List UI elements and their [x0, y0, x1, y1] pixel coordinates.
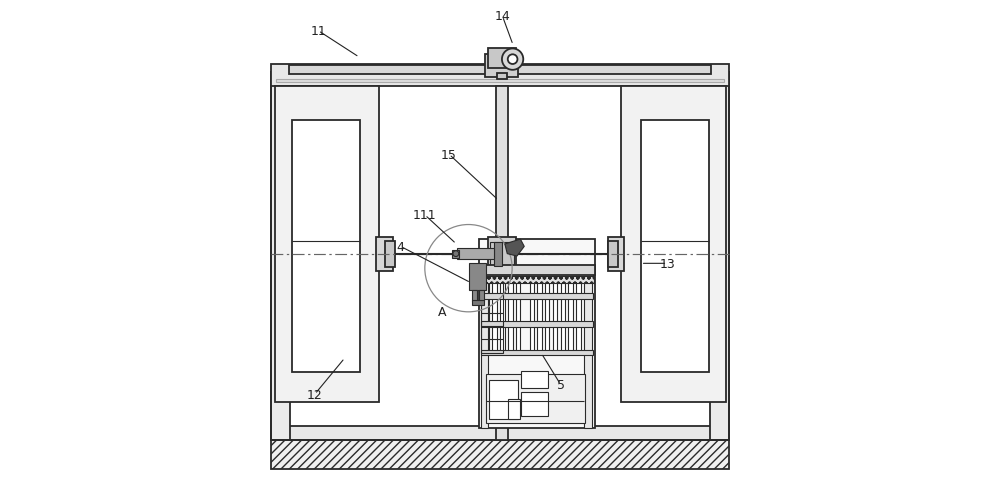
Bar — [576, 273, 581, 353]
Text: 14: 14 — [495, 11, 510, 23]
Bar — [479, 240, 595, 428]
Bar — [385, 241, 395, 267]
Bar — [271, 426, 729, 440]
Bar — [608, 241, 618, 267]
Bar — [486, 375, 585, 424]
Bar — [481, 322, 593, 328]
Text: 11: 11 — [310, 25, 326, 38]
Bar — [481, 293, 593, 299]
Bar — [292, 121, 360, 373]
Text: 13: 13 — [659, 257, 675, 270]
Bar — [489, 380, 518, 419]
Bar — [584, 273, 592, 428]
Bar — [608, 237, 624, 271]
Circle shape — [453, 251, 459, 257]
Bar — [485, 55, 518, 77]
Bar — [271, 440, 729, 469]
Bar — [479, 290, 484, 301]
Bar — [276, 79, 724, 83]
Bar — [492, 281, 497, 353]
Bar — [497, 74, 507, 80]
Circle shape — [502, 49, 523, 71]
Bar — [289, 66, 711, 75]
Bar — [452, 250, 459, 258]
Bar — [568, 273, 573, 353]
Bar — [537, 273, 542, 353]
Bar — [545, 273, 549, 353]
Bar — [484, 281, 489, 353]
Bar — [500, 281, 505, 353]
Text: 4: 4 — [397, 241, 405, 253]
Bar — [621, 87, 726, 402]
Bar — [521, 392, 548, 416]
Bar — [494, 242, 502, 266]
Bar — [561, 273, 565, 353]
Bar — [271, 65, 729, 87]
Text: 111: 111 — [413, 209, 437, 222]
Bar — [553, 273, 557, 353]
Polygon shape — [505, 240, 524, 257]
Bar — [516, 281, 520, 353]
Bar — [508, 281, 513, 353]
Bar — [481, 277, 503, 353]
Bar — [710, 73, 729, 440]
Bar — [469, 264, 486, 290]
Bar — [641, 121, 709, 373]
Bar — [488, 237, 516, 278]
Text: 5: 5 — [557, 378, 565, 391]
Bar — [480, 271, 594, 278]
Circle shape — [508, 55, 517, 65]
Bar — [480, 277, 594, 283]
Bar — [271, 73, 729, 440]
Bar — [508, 399, 520, 419]
Bar — [271, 73, 290, 440]
Bar — [457, 248, 494, 260]
Bar — [472, 290, 477, 301]
Text: 12: 12 — [307, 388, 323, 401]
Bar — [481, 273, 488, 428]
Bar — [490, 242, 514, 276]
Bar — [530, 273, 534, 353]
Bar — [521, 372, 548, 389]
Bar — [376, 237, 393, 271]
Text: A: A — [438, 306, 446, 318]
Bar — [488, 49, 516, 69]
Bar — [275, 87, 379, 402]
Bar — [479, 266, 595, 275]
Bar — [481, 350, 593, 356]
Text: 15: 15 — [441, 149, 457, 161]
Bar — [496, 87, 508, 440]
Bar — [472, 300, 484, 305]
Bar — [481, 273, 488, 428]
